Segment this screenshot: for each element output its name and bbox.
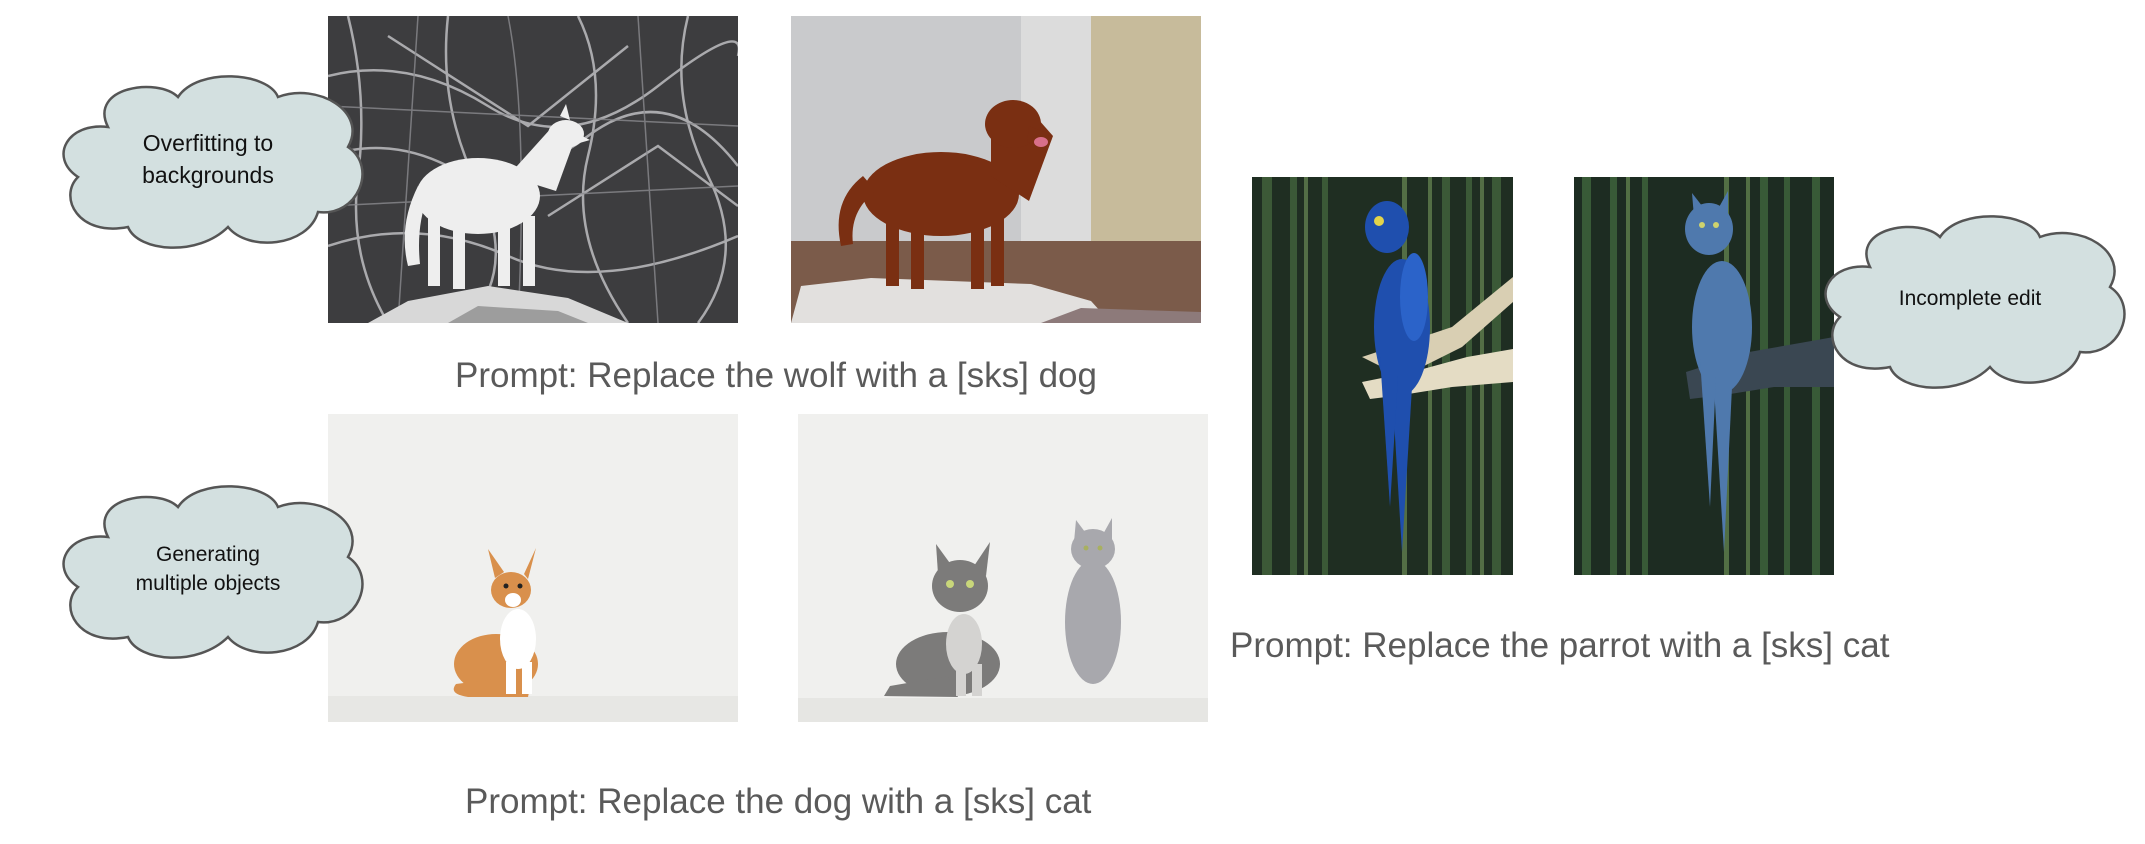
prompt-wolf-to-dog: Prompt: Replace the wolf with a [sks] do… — [455, 356, 1097, 395]
wolf-source-image — [328, 16, 738, 323]
cloud-overfitting-text: Overfitting to backgrounds — [142, 130, 274, 188]
cloud-multiple-objects-text: Generating multiple objects — [135, 543, 281, 595]
cat-result-image — [798, 414, 1208, 722]
cloud-overfitting: Overfitting to backgrounds — [48, 67, 368, 252]
parrot-source-image — [1252, 177, 1513, 575]
cat-parrot-result-image — [1574, 177, 1834, 575]
prompt-dog-to-cat: Prompt: Replace the dog with a [sks] cat — [465, 782, 1092, 821]
corgi-source-image — [328, 414, 738, 722]
cloud-shape — [62, 485, 364, 659]
cloud-shape — [62, 75, 364, 249]
dog-result-image — [791, 16, 1201, 323]
cloud-shape — [1824, 215, 2126, 389]
cloud-incomplete-edit-text: Incomplete edit — [1898, 287, 2042, 311]
prompt-parrot-to-cat: Prompt: Replace the parrot with a [sks] … — [1230, 626, 1890, 665]
cloud-incomplete-edit: Incomplete edit — [1810, 207, 2130, 392]
cloud-multiple-objects: Generating multiple objects — [48, 477, 368, 662]
